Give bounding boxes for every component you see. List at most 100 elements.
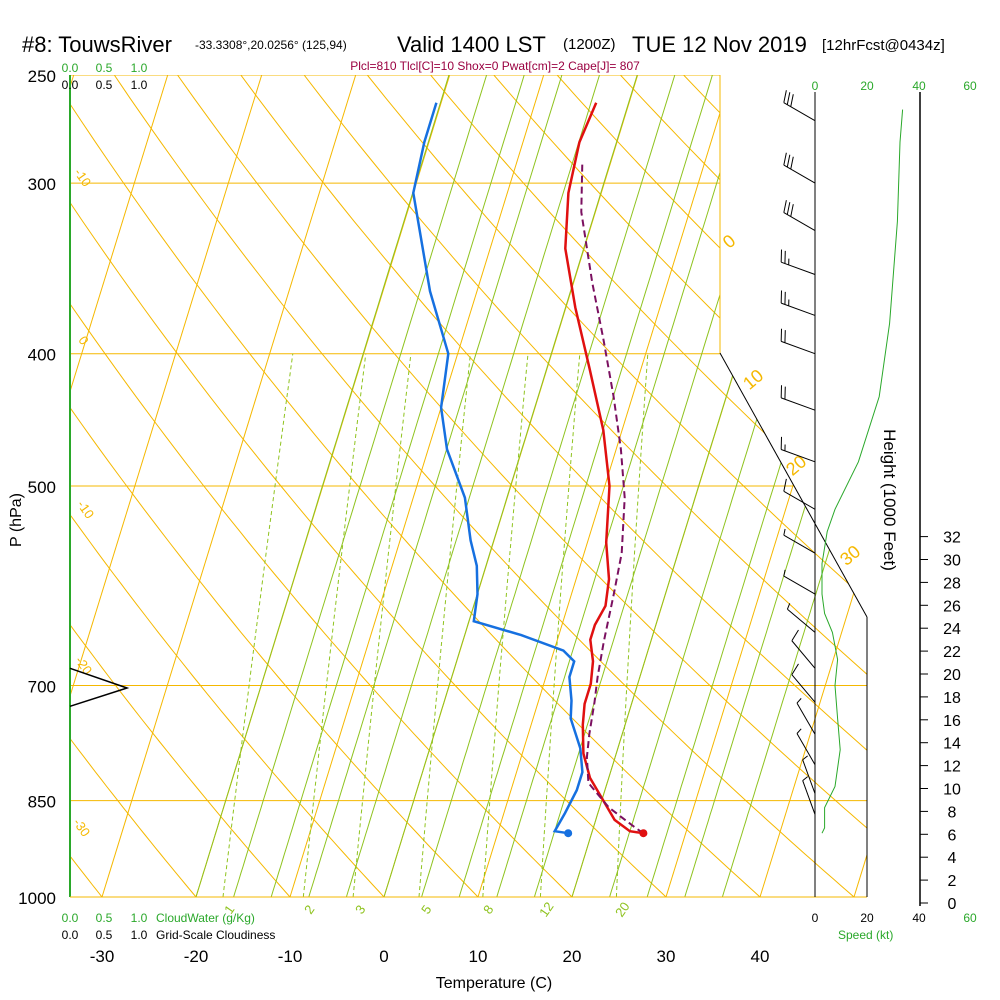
dry-adiabat-line — [70, 75, 317, 897]
wind-barb — [780, 328, 816, 355]
height-tick-label: 12 — [943, 759, 961, 776]
mixing-ratio-line — [615, 353, 649, 897]
wind-barb-flag — [791, 663, 799, 675]
isotherm-label: 10 — [739, 365, 767, 393]
cloudiness-tick: 0.0 — [62, 928, 79, 942]
wind-barb — [791, 663, 816, 703]
temperature-tick: -10 — [278, 947, 303, 966]
wind-barb-staff — [781, 340, 816, 355]
pressure-tick: 1000 — [18, 889, 56, 908]
cloudiness-label: Grid-Scale Cloudiness — [156, 928, 275, 942]
wind-barb-flag — [790, 156, 794, 170]
wind-barb-staff — [781, 302, 816, 316]
isopleth-grid — [70, 75, 867, 897]
wind-barb-staff — [796, 702, 816, 735]
isotherm-label: 30 — [836, 541, 864, 569]
wind-barb — [796, 728, 816, 765]
forecast-info: [12hrFcst@0434z] — [822, 37, 945, 54]
cloudiness-tick: 1.0 — [131, 928, 148, 942]
height-tick-label: 30 — [943, 553, 961, 570]
speed-scale-bottom: 0 20 40 60 Speed (kt) — [812, 911, 977, 942]
wind-barb-half-flag — [796, 698, 802, 704]
valid-zulu: (1200Z) — [563, 36, 616, 53]
cloudwater-tick: 0.5 — [96, 911, 113, 925]
moist-adiabat-line — [308, 75, 570, 897]
wind-barb-flag — [791, 629, 799, 642]
isotherm-line — [844, 75, 867, 897]
wind-speed-panel — [814, 92, 904, 897]
wind-barb-flag — [786, 154, 791, 168]
speed-tick: 0 — [812, 911, 819, 925]
height-tick-label: 28 — [943, 575, 961, 592]
isotherm-label-left: -30 — [70, 815, 93, 839]
wind-barbs — [780, 90, 816, 815]
wind-barb-flag — [783, 478, 787, 492]
wind-barb — [780, 385, 816, 411]
wind-barb-half-flag — [802, 755, 808, 761]
pressure-tick: 700 — [28, 678, 56, 697]
wind-barb — [783, 528, 816, 554]
isotherm-label-left: -10 — [74, 497, 97, 521]
sounding-parameters: Plcl=810 Tlcl[C]=10 Shox=0 Pwat[cm]=2 Ca… — [350, 59, 640, 73]
dry-adiabat-line — [328, 75, 867, 897]
wind-barb-half-flag — [786, 603, 791, 610]
wind-barb-staff — [787, 608, 816, 633]
mixing-ratio-line — [539, 353, 581, 897]
temperature-tick: 0 — [379, 947, 388, 966]
wind-barb-flag — [783, 152, 787, 166]
wind-barb — [780, 436, 816, 463]
wind-barb — [783, 152, 816, 184]
moist-adiabat-line — [646, 75, 867, 897]
wind-barb-flag — [783, 200, 787, 213]
isotherm-label: 20 — [782, 451, 810, 479]
wind-barb-half-flag — [802, 776, 808, 781]
wind-barb — [780, 249, 816, 275]
dry-adiabat-line — [70, 75, 507, 897]
cloudwater-tick: 0.0 — [62, 911, 79, 925]
station-location: -33.3308°,20.0256° (125,94) — [195, 38, 347, 52]
moist-adiabat-line — [684, 75, 867, 897]
wind-barb-staff — [791, 640, 816, 669]
pressure-tick: 250 — [28, 67, 56, 86]
isotherm-line — [70, 75, 278, 897]
wind-barb-staff — [781, 449, 816, 463]
speed-tick: 40 — [912, 911, 926, 925]
moist-adiabat-line — [533, 75, 796, 897]
dry-adiabat-line — [451, 75, 867, 897]
dewpoint-surface-marker — [564, 829, 573, 838]
mixing-ratio-label: 12 — [536, 899, 557, 919]
wind-barb — [786, 603, 816, 633]
cloudwater-bottom-scale: 0.0 0.5 1.0 CloudWater (g/Kg) 0.0 0.5 1.… — [62, 911, 276, 942]
moist-adiabat-line — [195, 75, 457, 897]
pressure-tick: 400 — [28, 346, 56, 365]
valid-date: TUE 12 Nov 2019 — [632, 32, 807, 57]
wind-barb — [791, 629, 816, 669]
temperature-tick: 10 — [469, 947, 488, 966]
moist-adiabat-line — [496, 75, 758, 897]
isotherm-line — [92, 75, 372, 897]
wind-barb-staff — [802, 759, 816, 794]
mixing-ratio-line — [418, 353, 471, 897]
cloud-fraction-trace — [69, 667, 130, 708]
station-title: #8: TouwsRiver — [22, 32, 172, 57]
cloudwater-tick: 1.0 — [131, 911, 148, 925]
height-tick-label: 4 — [948, 850, 957, 867]
speed-tick: 20 — [860, 79, 874, 93]
speed-tick: 0 — [812, 79, 819, 93]
wind-speed-line — [821, 109, 904, 834]
wind-barb-staff — [796, 733, 816, 765]
dry-adiabat-line — [513, 75, 867, 897]
wind-barb-flag — [790, 94, 794, 107]
wind-barb — [783, 90, 816, 122]
dry-adiabat-line — [70, 75, 793, 897]
mixing-ratio-label: 8 — [480, 902, 496, 917]
speed-tick: 40 — [912, 79, 926, 93]
temperature-tick: 20 — [563, 947, 582, 966]
height-tick-label: 26 — [943, 598, 961, 615]
height-tick-label: 20 — [943, 667, 961, 684]
dry-adiabat-line — [204, 75, 867, 897]
x-axis-label: Temperature (C) — [436, 975, 552, 992]
wind-barb-flag — [790, 204, 794, 217]
